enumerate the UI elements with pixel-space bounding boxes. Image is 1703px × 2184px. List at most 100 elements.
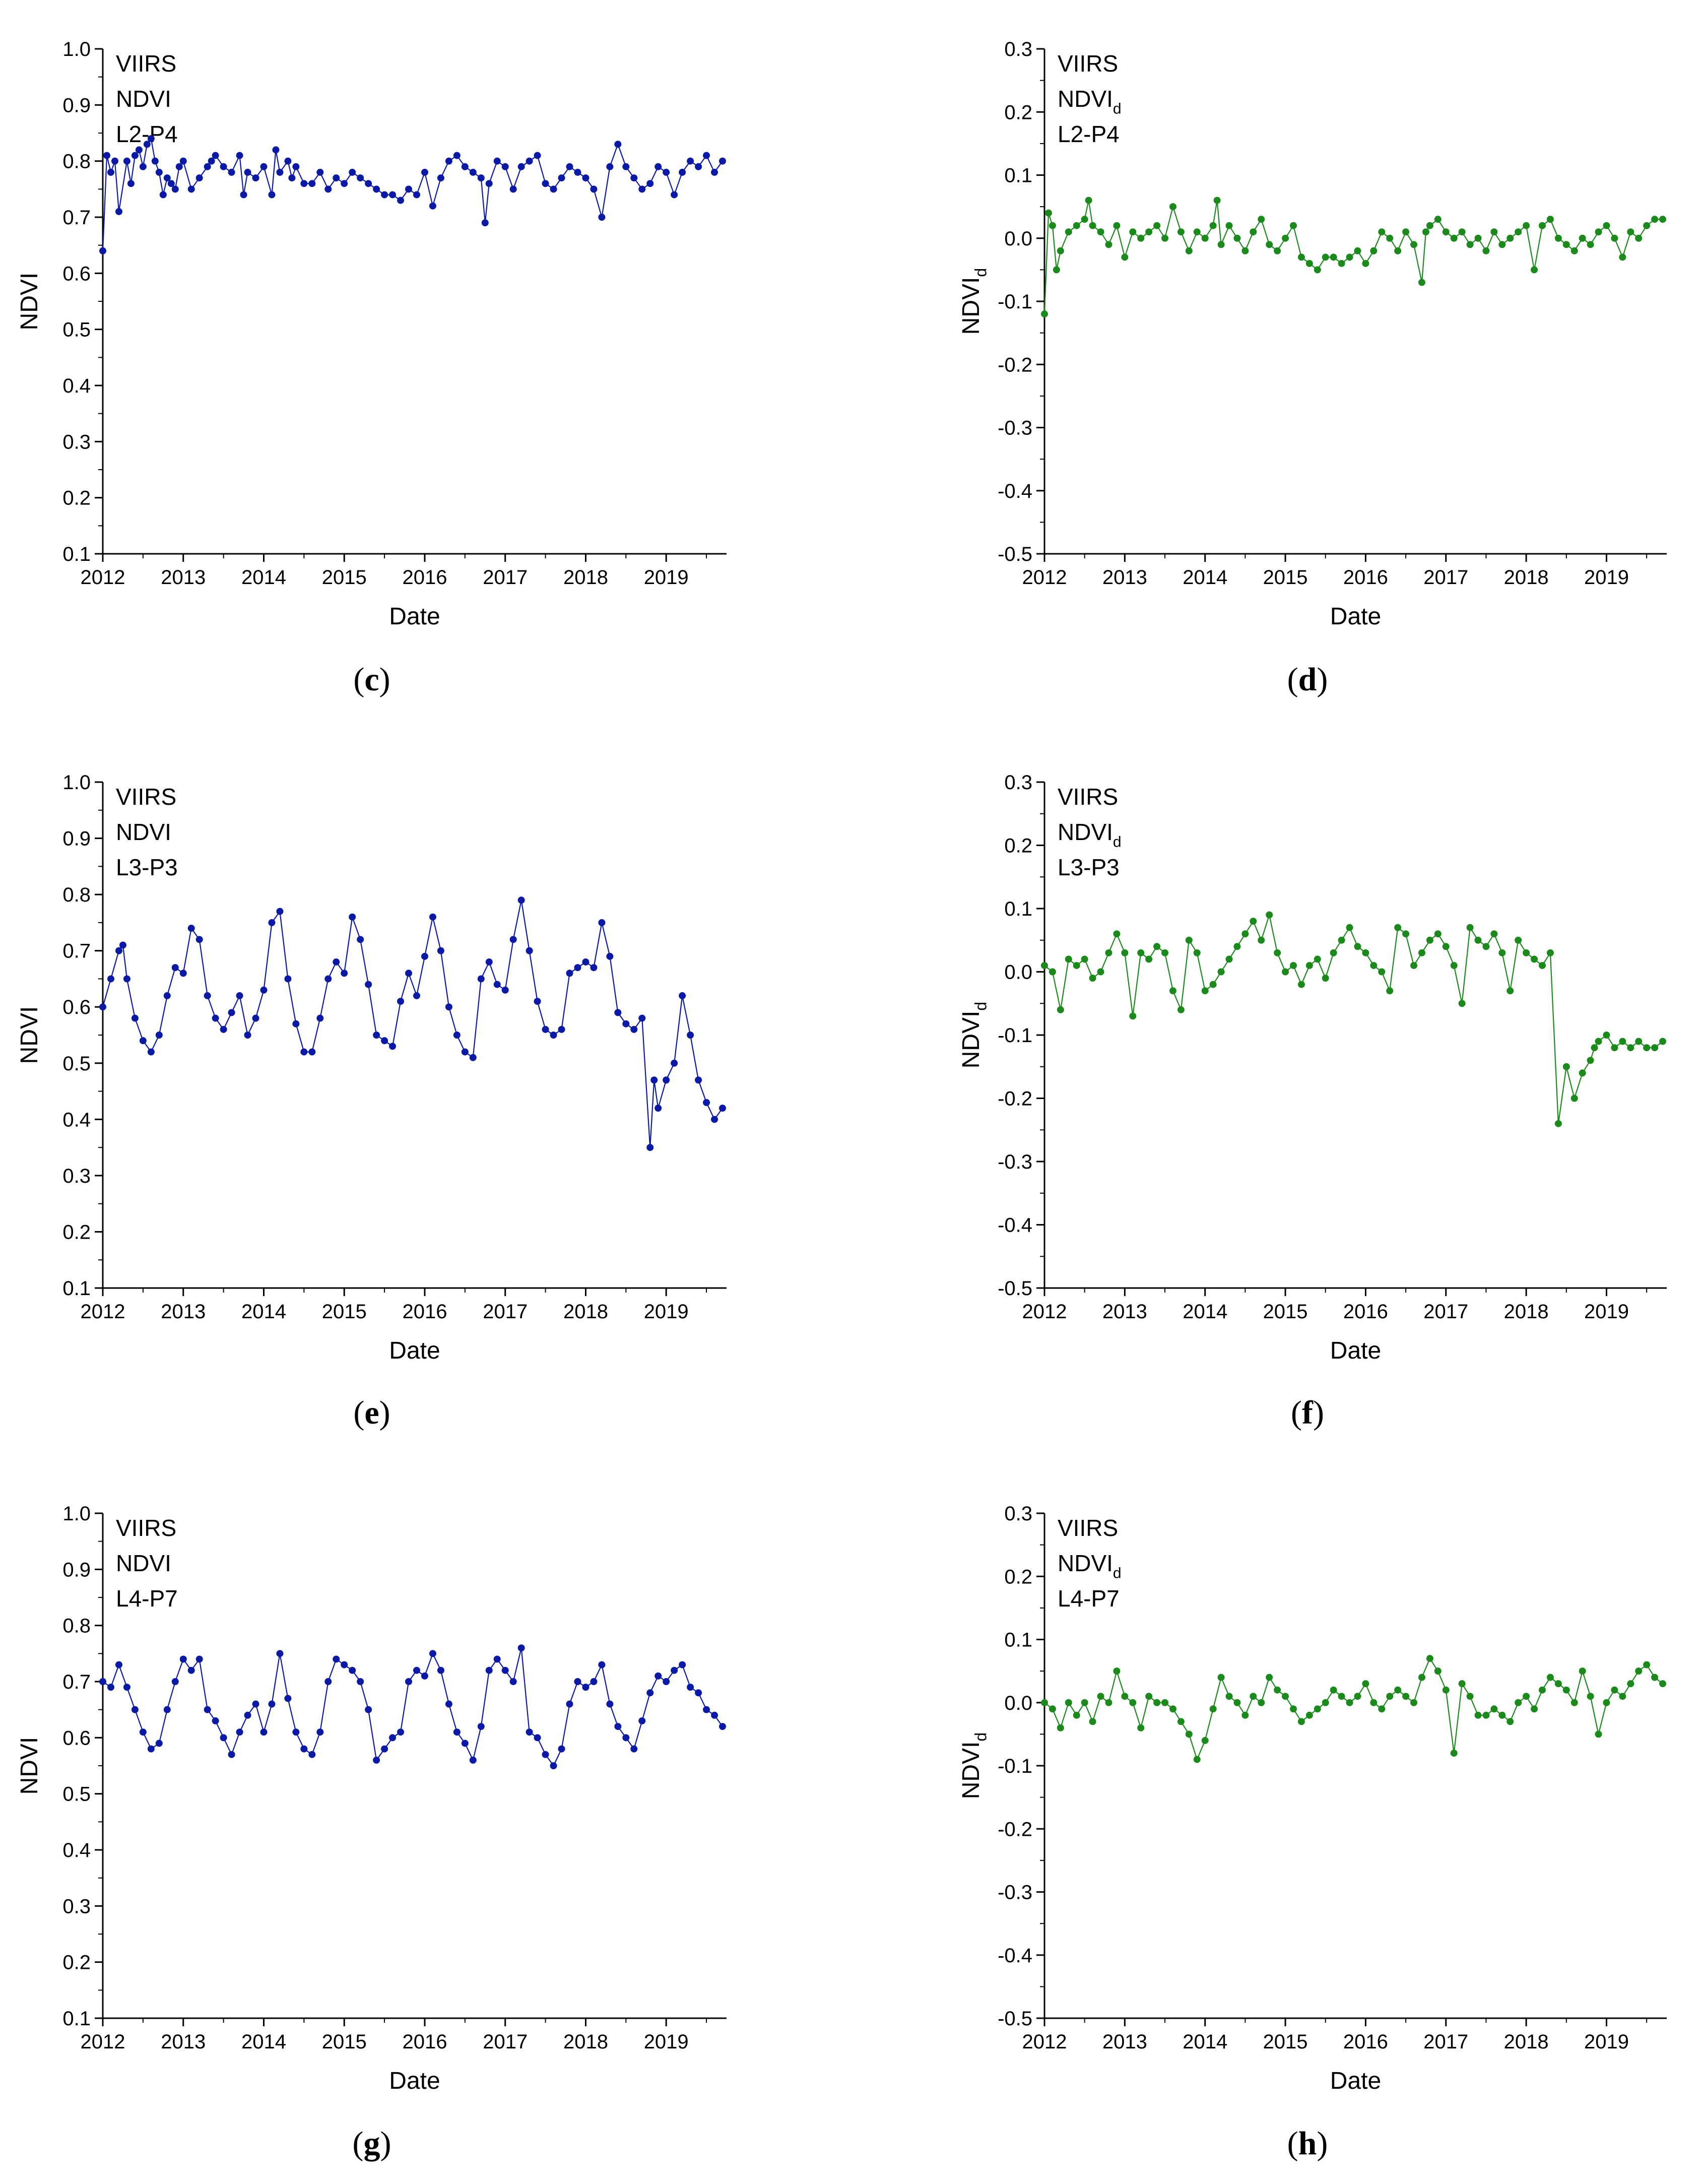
data-point	[1201, 234, 1209, 242]
data-point	[1482, 247, 1490, 254]
data-point	[284, 1695, 292, 1702]
chart-panel-f: -0.5 -0.4 -0.3 -0.2 -0.1 0.0 0.1 0.2 0.3 2012 2013…	[958, 772, 1667, 1431]
data-point	[542, 180, 549, 187]
data-point	[1450, 234, 1458, 242]
data-point	[99, 1678, 106, 1685]
data-point	[630, 1745, 638, 1753]
x-tick-label: 2012	[1022, 1301, 1067, 1323]
y-tick-label: 0.9	[62, 94, 91, 116]
data-point	[1330, 1686, 1337, 1694]
data-point	[268, 1700, 276, 1708]
data-point	[695, 1689, 702, 1697]
data-point	[1643, 1044, 1651, 1052]
data-point	[1619, 253, 1626, 261]
data-point	[1378, 968, 1386, 976]
x-tick-label: 2015	[1263, 1301, 1308, 1323]
y-tick-label: 0.6	[62, 1727, 91, 1749]
y-tick-label: 0.7	[62, 1671, 91, 1693]
caption-letter: g	[364, 2125, 380, 2162]
data-point	[1506, 987, 1514, 995]
y-tick-label: 0.2	[62, 1221, 91, 1243]
data-point	[244, 1032, 251, 1039]
data-point	[1297, 253, 1305, 261]
data-point	[228, 1009, 235, 1016]
data-point	[1546, 1674, 1554, 1681]
data-point	[1426, 1655, 1433, 1662]
data-point	[1554, 234, 1562, 242]
data-point	[1651, 1674, 1659, 1681]
data-point	[236, 152, 243, 159]
data-point	[131, 1014, 139, 1022]
data-point	[1193, 949, 1201, 956]
label-index: NDVId	[1058, 86, 1122, 117]
data-point	[127, 180, 135, 187]
data-point	[1434, 930, 1442, 938]
data-point	[1523, 222, 1530, 229]
data-point	[481, 219, 489, 227]
data-point	[115, 947, 122, 954]
data-point	[357, 936, 364, 943]
data-point	[421, 1672, 428, 1680]
caption-letter: e	[364, 1394, 379, 1431]
label-index-main: NDVI	[1058, 86, 1113, 112]
x-tick-label: 2012	[81, 566, 125, 589]
y-tick-label: 0.0	[1004, 228, 1032, 250]
data-point	[646, 1689, 654, 1697]
data-point	[719, 1105, 727, 1112]
data-point	[381, 191, 388, 199]
data-point	[1137, 234, 1145, 242]
data-point	[333, 1655, 340, 1663]
data-point	[1169, 1705, 1176, 1713]
data-point	[509, 1678, 517, 1685]
data-point	[179, 1655, 187, 1663]
y-tick-label: 0.0	[1004, 961, 1032, 984]
data-point	[1554, 1680, 1562, 1688]
data-point	[1498, 1711, 1506, 1719]
data-point	[590, 964, 598, 972]
x-tick-label: 2014	[241, 2031, 286, 2053]
data-point	[1562, 1063, 1570, 1070]
data-point	[679, 168, 686, 176]
data-point	[1410, 241, 1418, 248]
data-point	[171, 1678, 179, 1685]
data-point	[614, 1723, 622, 1730]
data-point	[1515, 936, 1522, 944]
data-point	[204, 992, 211, 999]
label-site: L3-P3	[116, 854, 178, 880]
data-point	[461, 163, 469, 170]
data-point	[1282, 234, 1289, 242]
data-point	[526, 947, 533, 954]
data-point	[1089, 1718, 1096, 1725]
x-tick-label: 2012	[1022, 2031, 1067, 2053]
data-point	[1201, 1737, 1209, 1744]
chart-panel-h: -0.5 -0.4 -0.3 -0.2 -0.1 0.0 0.1 0.2 0.3 2012 2013…	[958, 1503, 1667, 2162]
data-point	[1041, 1699, 1048, 1706]
data-point	[1386, 987, 1394, 995]
x-tick-label: 2012	[1022, 566, 1067, 589]
y-tick-label: -0.5	[998, 2008, 1032, 2030]
y-tick-label: -0.5	[998, 543, 1032, 565]
x-tick-label: 2013	[1102, 1301, 1147, 1323]
data-point	[1402, 1693, 1410, 1700]
data-point	[252, 1014, 259, 1022]
data-point	[1161, 949, 1169, 956]
label-index: NDVId	[1058, 819, 1122, 851]
data-point	[719, 157, 727, 165]
data-point	[542, 1751, 549, 1758]
label-index-sub: d	[1113, 834, 1122, 851]
y-axis-label: NDVId	[958, 1732, 990, 1799]
data-point	[1290, 1705, 1297, 1713]
caption-open-paren: (	[353, 1394, 364, 1431]
data-point	[1113, 222, 1121, 229]
data-point	[349, 913, 356, 921]
data-point	[453, 1728, 461, 1736]
data-point	[1346, 924, 1353, 931]
data-point	[566, 163, 573, 170]
data-point	[1209, 222, 1217, 229]
data-point	[1595, 228, 1602, 236]
data-point	[687, 1032, 694, 1039]
data-point	[1121, 1693, 1129, 1700]
data-point	[1619, 1038, 1626, 1045]
data-point	[437, 1666, 444, 1674]
data-point	[357, 174, 364, 182]
